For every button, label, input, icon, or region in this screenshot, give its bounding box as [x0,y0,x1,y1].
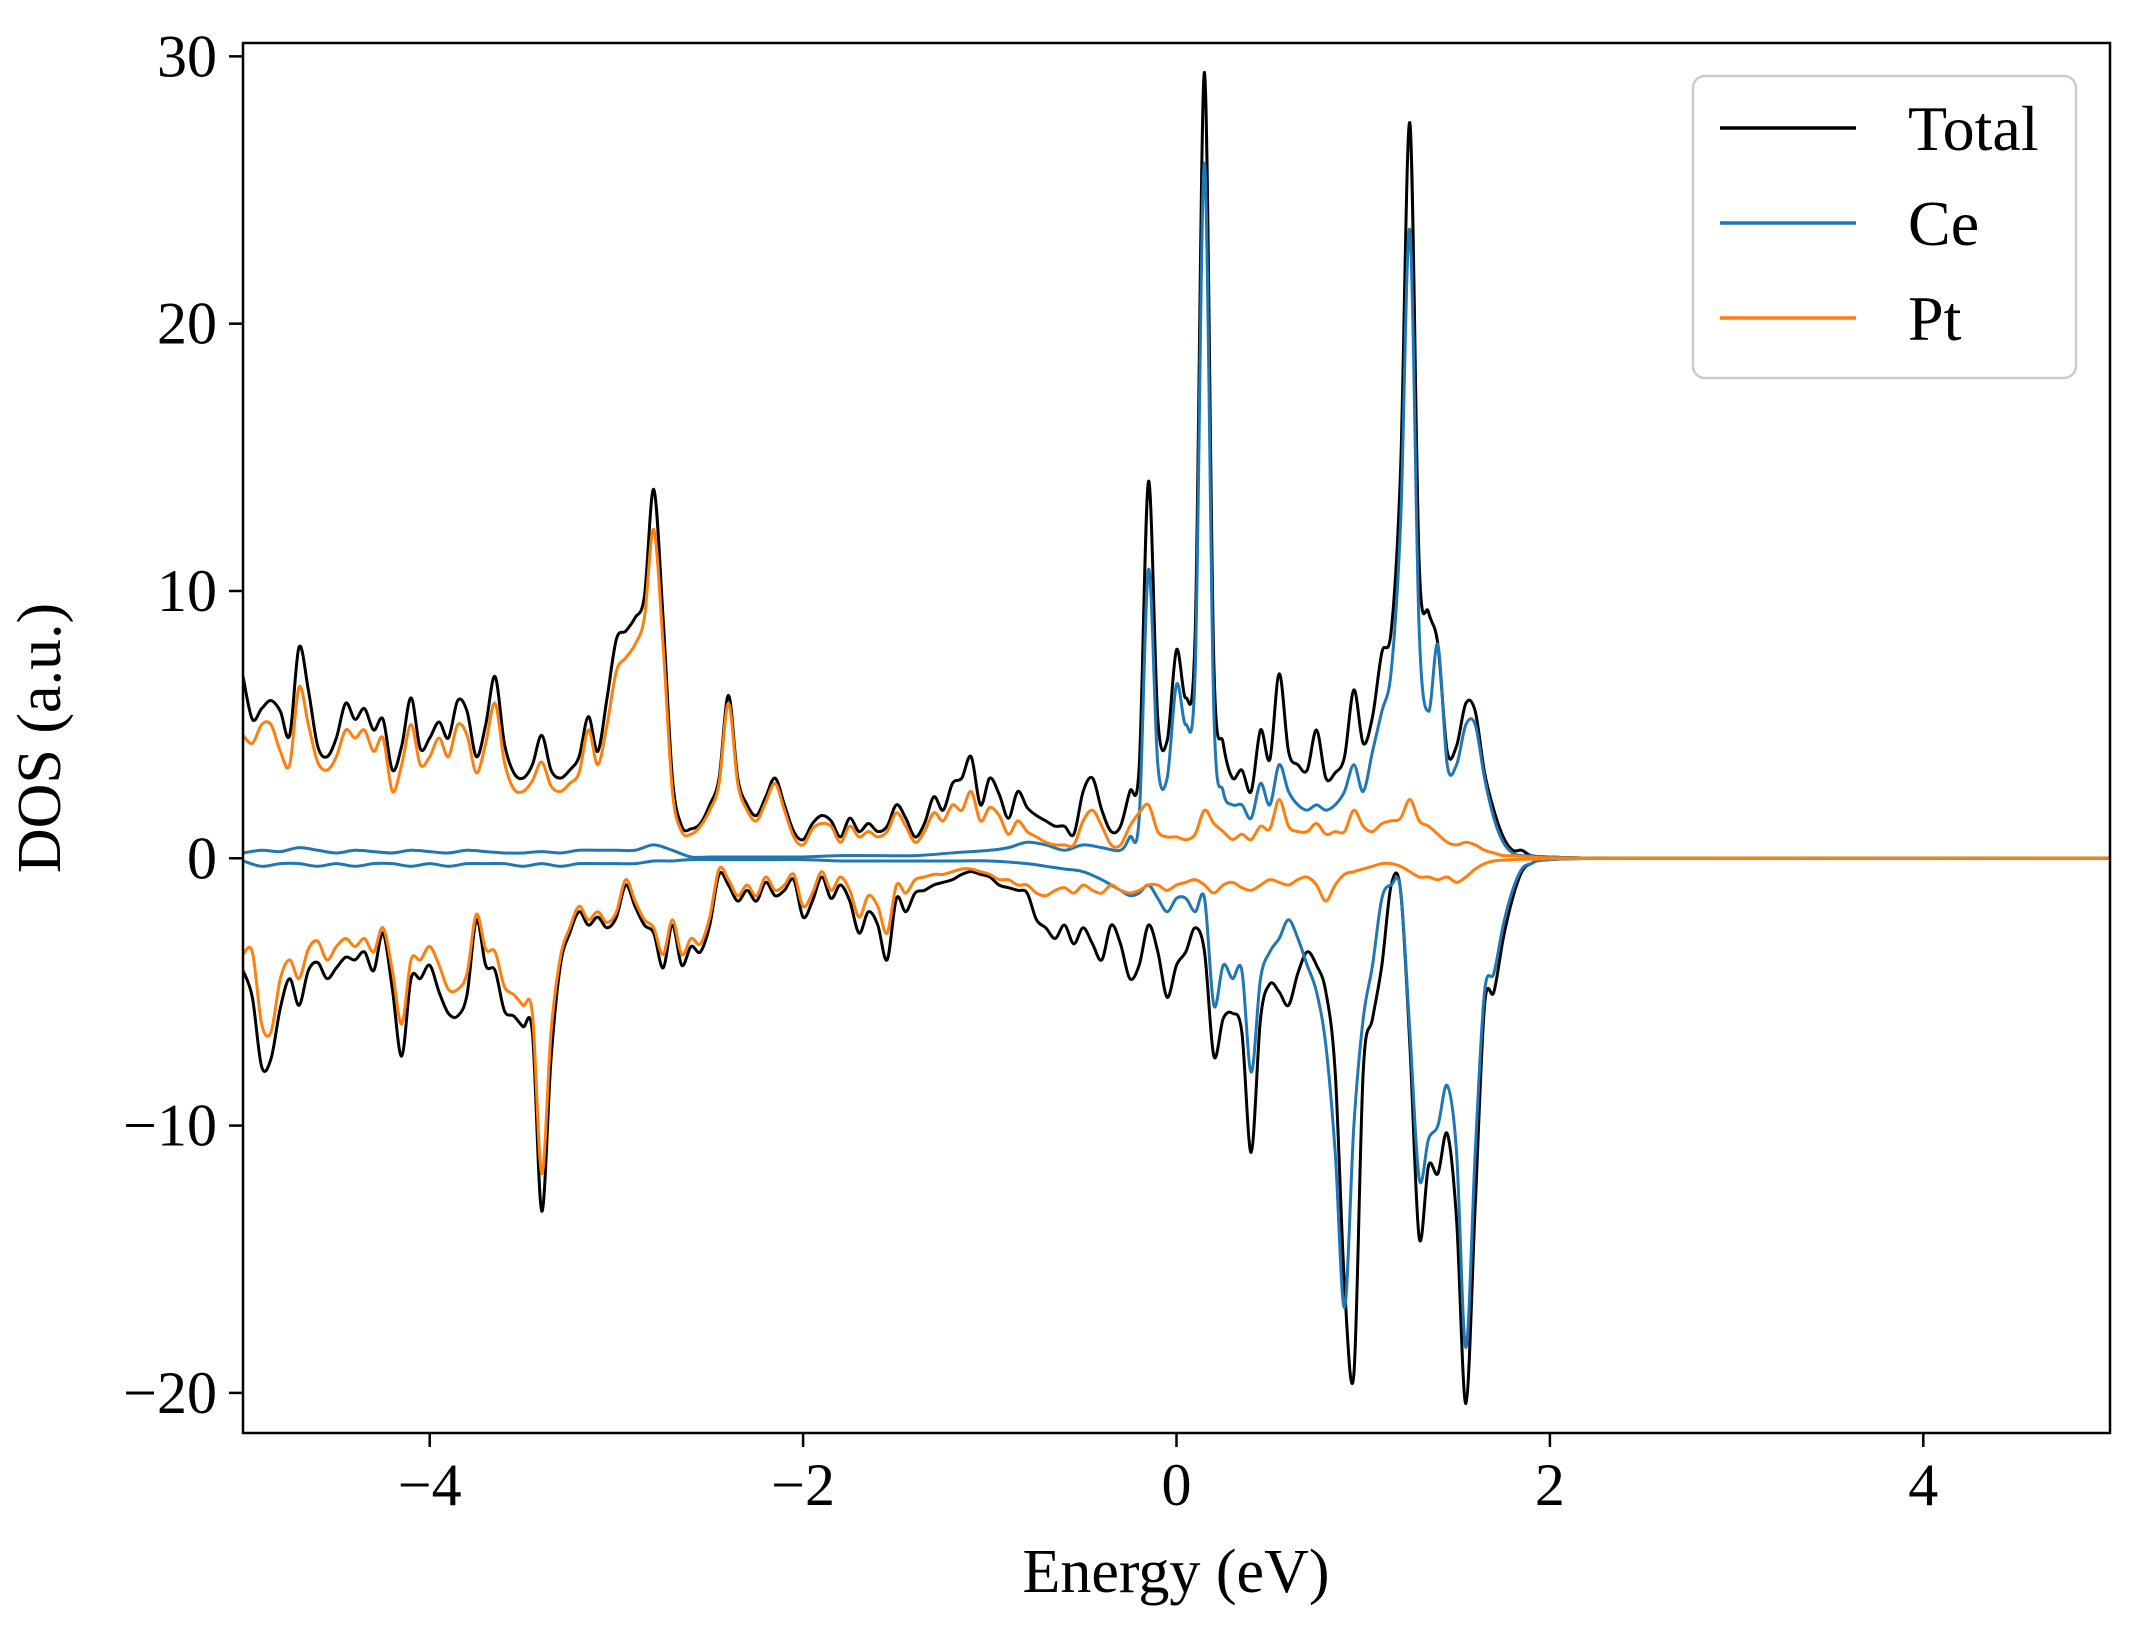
legend: Total Ce Pt [1691,74,2078,380]
x-tick-label: −2 [771,1452,835,1518]
x-tick-label: −4 [398,1452,462,1518]
y-axis-ticks: −20 −10 0 10 20 30 [123,23,243,1426]
series-layer [243,70,2110,1406]
x-axis-label: Energy (eV) [1022,1538,1329,1606]
x-axis-ticks: −4 −2 0 2 4 [398,1433,1938,1518]
x-tick-label: 0 [1162,1452,1192,1518]
legend-box [1691,74,2078,380]
series-line-total-up [243,70,2110,860]
x-tick-label: 2 [1535,1452,1565,1518]
y-tick-label: −20 [123,1360,217,1426]
x-tick-label: 4 [1908,1452,1938,1518]
y-tick-label: 30 [157,23,217,89]
legend-label-total: Total [1908,93,2039,164]
y-tick-label: 20 [157,291,217,357]
legend-label-ce: Ce [1908,188,1979,259]
series-line-ce-down [243,856,2110,1349]
series-line-ce-up [243,161,2110,860]
y-tick-label: 0 [187,825,217,891]
y-tick-label: 10 [157,558,217,624]
y-axis-label: DOS (a.u.) [6,603,74,873]
series-line-total-down [243,856,2110,1406]
legend-label-pt: Pt [1908,283,1962,354]
series-line-pt-down [243,856,2110,1176]
y-tick-label: −10 [123,1093,217,1159]
series-line-pt-up [243,527,2110,860]
